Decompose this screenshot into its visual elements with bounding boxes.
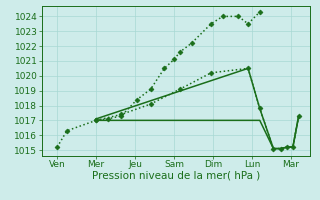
X-axis label: Pression niveau de la mer( hPa ): Pression niveau de la mer( hPa ) (92, 171, 260, 181)
